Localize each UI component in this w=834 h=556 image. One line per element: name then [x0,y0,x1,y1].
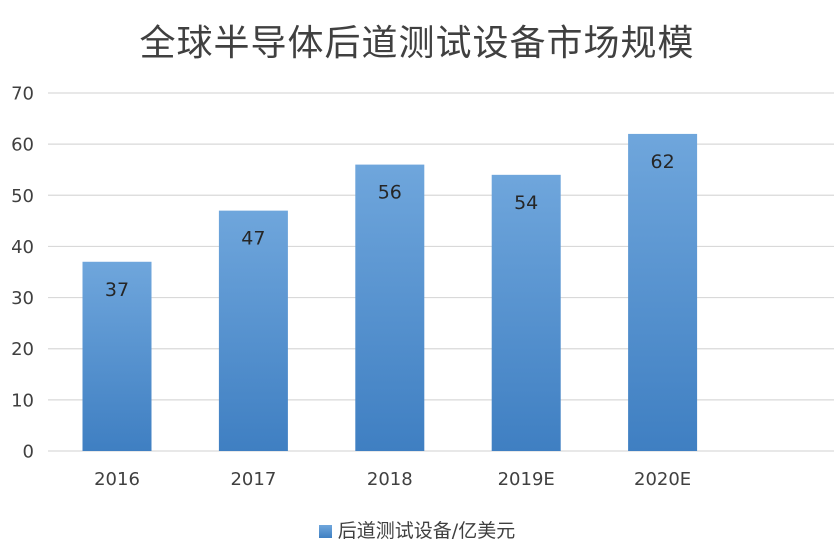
bar [218,210,288,451]
legend-label: 后道测试设备/亿美元 [337,520,516,542]
y-tick-label: 20 [11,339,34,360]
y-axis-ticks: 0 10 20 30 40 50 60 70 [11,84,34,463]
bar [628,133,698,451]
data-label: 56 [378,182,402,204]
data-label: 62 [651,151,675,173]
y-tick-label: 70 [11,84,34,105]
bars [82,133,698,452]
data-labels: 37 47 56 54 62 [105,151,675,301]
x-tick-label: 2016 [94,469,140,490]
y-tick-label: 0 [23,442,34,463]
x-tick-label: 2018 [367,469,413,490]
data-label: 54 [514,192,538,214]
bar [491,174,561,452]
legend: 后道测试设备/亿美元 [0,516,834,543]
data-label: 47 [241,228,265,250]
bar [82,261,152,451]
legend-swatch [318,525,332,538]
data-label: 37 [105,279,129,301]
x-tick-label: 2020E [634,469,691,490]
bar [355,164,425,451]
y-tick-label: 60 [11,135,34,156]
x-axis-ticks: 2016 2017 2018 2019E 2020E [94,469,691,490]
chart-title: 全球半导体后道测试设备市场规模 [139,23,695,64]
x-tick-label: 2019E [498,469,555,490]
y-tick-label: 30 [11,288,34,309]
x-tick-label: 2017 [230,469,276,490]
y-tick-label: 50 [11,186,34,207]
y-tick-label: 40 [11,237,34,258]
gridlines [48,92,834,452]
y-tick-label: 10 [11,390,34,411]
